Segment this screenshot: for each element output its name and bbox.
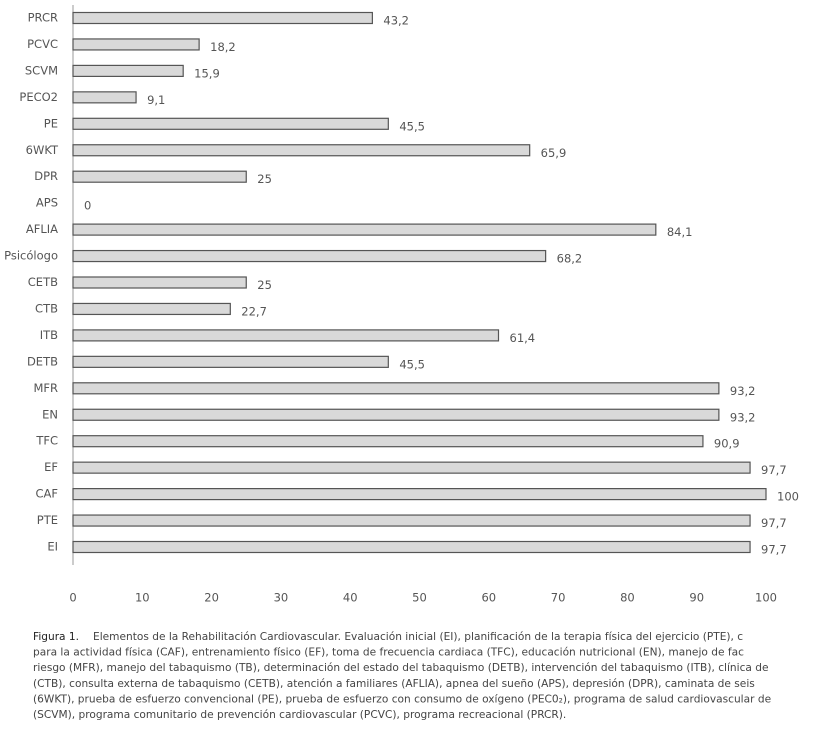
value-label: 68,2 bbox=[557, 252, 583, 266]
bar bbox=[72, 382, 720, 395]
value-label: 22,7 bbox=[241, 304, 267, 318]
bar bbox=[72, 408, 720, 421]
bar bbox=[72, 223, 657, 236]
x-tick-label: 80 bbox=[620, 591, 635, 605]
bar bbox=[72, 117, 389, 130]
bar bbox=[72, 514, 751, 527]
y-tick-label: PTE bbox=[37, 513, 58, 527]
x-tick-label: 60 bbox=[481, 591, 496, 605]
y-tick-label: PRCR bbox=[28, 11, 58, 25]
value-label: 9,1 bbox=[147, 93, 165, 107]
caption-line: (SCVM), programa comunitario de prevenci… bbox=[33, 709, 566, 721]
y-tick-label: ITB bbox=[40, 328, 58, 342]
y-tick-label: 6WKT bbox=[26, 143, 59, 157]
x-tick-label: 20 bbox=[204, 591, 219, 605]
y-tick-label: Psicólogo bbox=[4, 249, 58, 263]
bar bbox=[72, 11, 373, 25]
x-tick-label: 70 bbox=[551, 591, 566, 605]
caption-line: riesgo (MFR), manejo del tabaquismo (TB)… bbox=[33, 662, 769, 674]
bar bbox=[72, 355, 389, 368]
y-tick-label: DPR bbox=[34, 169, 58, 183]
bar bbox=[72, 91, 137, 104]
value-label: 45,5 bbox=[399, 119, 425, 133]
caption-line: (6WKT), prueba de esfuerzo convencional … bbox=[33, 693, 771, 705]
value-label: 65,9 bbox=[541, 146, 567, 160]
value-label: 25 bbox=[257, 278, 272, 292]
bar bbox=[72, 64, 184, 78]
y-tick-label: CETB bbox=[28, 275, 58, 289]
bar bbox=[72, 435, 704, 448]
value-label: 43,2 bbox=[383, 14, 409, 28]
bar bbox=[72, 249, 547, 263]
bar bbox=[72, 540, 751, 554]
bar bbox=[72, 170, 247, 183]
value-label: 45,5 bbox=[399, 357, 425, 371]
caption-line: (CTB), consulta externa de tabaquismo (C… bbox=[33, 678, 755, 690]
y-tick-label: PCVC bbox=[27, 37, 58, 51]
bar bbox=[72, 144, 531, 157]
caption-line: Elementos de la Rehabilitación Cardiovas… bbox=[93, 631, 743, 643]
bar bbox=[72, 461, 751, 474]
x-tick-label: 100 bbox=[755, 591, 777, 605]
y-tick-label: PE bbox=[44, 116, 58, 130]
value-label: 93,2 bbox=[730, 384, 756, 398]
bar bbox=[72, 302, 231, 316]
value-label: 93,2 bbox=[730, 410, 756, 424]
value-label: 100 bbox=[777, 490, 799, 504]
y-tick-label: EI bbox=[47, 540, 58, 554]
value-label: 97,7 bbox=[761, 516, 787, 530]
value-label: 61,4 bbox=[510, 331, 536, 345]
value-label: 25 bbox=[257, 172, 272, 186]
bar bbox=[72, 276, 247, 289]
value-label: 0 bbox=[84, 199, 91, 213]
caption-line: para la actividad física (CAF), entrenam… bbox=[33, 647, 744, 659]
y-tick-label: DETB bbox=[27, 354, 58, 368]
x-tick-label: 30 bbox=[274, 591, 289, 605]
caption-label: Figura 1. bbox=[33, 631, 79, 643]
bar bbox=[72, 329, 500, 342]
y-tick-label: CAF bbox=[35, 487, 58, 501]
x-tick-label: 50 bbox=[412, 591, 427, 605]
bar bbox=[72, 488, 767, 501]
x-tick-label: 40 bbox=[343, 591, 358, 605]
value-label: 18,2 bbox=[210, 40, 236, 54]
value-label: 15,9 bbox=[194, 66, 220, 80]
y-tick-label: SCVM bbox=[25, 63, 58, 77]
x-tick-label: 0 bbox=[69, 591, 76, 605]
bar bbox=[72, 38, 200, 51]
y-tick-label: AFLIA bbox=[26, 222, 58, 236]
y-tick-label: EF bbox=[44, 460, 58, 474]
value-label: 84,1 bbox=[667, 225, 693, 239]
x-tick-label: 10 bbox=[135, 591, 150, 605]
y-tick-label: CTB bbox=[35, 301, 58, 315]
y-tick-label: TFC bbox=[35, 434, 58, 448]
y-tick-label: MFR bbox=[33, 381, 58, 395]
value-label: 97,7 bbox=[761, 543, 787, 557]
value-label: 97,7 bbox=[761, 463, 787, 477]
y-tick-label: APS bbox=[36, 196, 58, 210]
value-label: 90,9 bbox=[714, 437, 740, 451]
y-tick-label: EN bbox=[42, 407, 58, 421]
x-tick-label: 90 bbox=[689, 591, 704, 605]
y-tick-label: PECO2 bbox=[19, 90, 58, 104]
